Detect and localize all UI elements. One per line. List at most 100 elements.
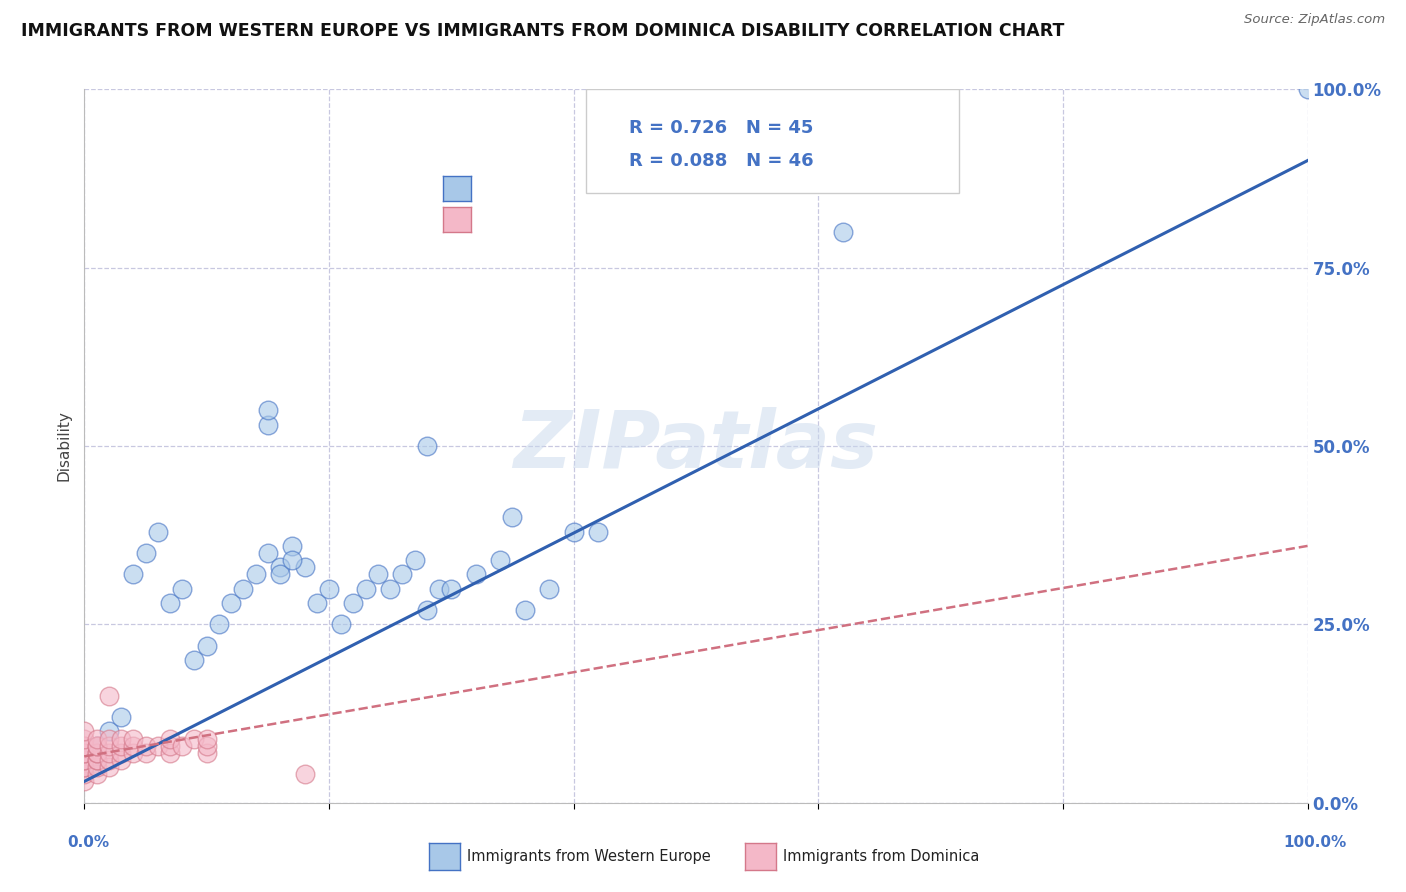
- Point: [208, 617, 231, 632]
- Point: [159, 731, 181, 746]
- Point: [86, 739, 108, 753]
- Point: [172, 739, 194, 753]
- Point: [269, 567, 291, 582]
- Point: [97, 739, 120, 753]
- Point: [380, 582, 402, 596]
- Point: [195, 731, 218, 746]
- Point: [159, 596, 181, 610]
- Point: [73, 731, 96, 746]
- Point: [110, 710, 132, 724]
- Point: [73, 760, 96, 774]
- Point: [219, 596, 242, 610]
- Point: [367, 567, 389, 582]
- Point: [73, 753, 96, 767]
- Point: [232, 582, 254, 596]
- Point: [294, 767, 316, 781]
- Point: [416, 439, 439, 453]
- Point: [562, 524, 585, 539]
- Text: 100.0%: 100.0%: [1284, 836, 1346, 850]
- Point: [122, 746, 145, 760]
- Point: [281, 553, 304, 567]
- Text: Source: ZipAtlas.com: Source: ZipAtlas.com: [1244, 13, 1385, 27]
- Point: [110, 739, 132, 753]
- Point: [86, 731, 108, 746]
- Point: [73, 739, 96, 753]
- Point: [146, 739, 169, 753]
- Point: [135, 546, 157, 560]
- Point: [257, 546, 280, 560]
- Text: R = 0.088   N = 46: R = 0.088 N = 46: [628, 152, 813, 169]
- Point: [831, 225, 853, 239]
- Point: [86, 767, 108, 781]
- Point: [73, 774, 96, 789]
- Point: [97, 760, 120, 774]
- Point: [416, 603, 439, 617]
- Point: [183, 731, 205, 746]
- Text: Immigrants from Dominica: Immigrants from Dominica: [783, 849, 980, 863]
- Point: [97, 746, 120, 760]
- Point: [97, 689, 120, 703]
- Point: [73, 753, 96, 767]
- Point: [330, 617, 353, 632]
- Point: [305, 596, 328, 610]
- Point: [269, 560, 291, 574]
- Point: [110, 731, 132, 746]
- Point: [172, 582, 194, 596]
- Point: [146, 524, 169, 539]
- Point: [183, 653, 205, 667]
- Point: [110, 753, 132, 767]
- Point: [1296, 82, 1319, 96]
- Point: [318, 582, 340, 596]
- Point: [281, 539, 304, 553]
- Point: [538, 582, 561, 596]
- Point: [86, 739, 108, 753]
- Point: [86, 746, 108, 760]
- Point: [86, 746, 108, 760]
- Point: [294, 560, 316, 574]
- Point: [404, 553, 426, 567]
- Point: [135, 746, 157, 760]
- Point: [513, 603, 536, 617]
- Text: R = 0.726   N = 45: R = 0.726 N = 45: [628, 120, 813, 137]
- Point: [73, 746, 96, 760]
- Point: [122, 567, 145, 582]
- Point: [86, 753, 108, 767]
- Point: [86, 753, 108, 767]
- Point: [354, 582, 377, 596]
- FancyBboxPatch shape: [586, 89, 959, 193]
- Point: [195, 746, 218, 760]
- Point: [427, 582, 450, 596]
- Text: IMMIGRANTS FROM WESTERN EUROPE VS IMMIGRANTS FROM DOMINICA DISABILITY CORRELATIO: IMMIGRANTS FROM WESTERN EUROPE VS IMMIGR…: [21, 22, 1064, 40]
- Text: ZIPatlas: ZIPatlas: [513, 407, 879, 485]
- Text: Immigrants from Western Europe: Immigrants from Western Europe: [467, 849, 710, 863]
- Point: [97, 724, 120, 739]
- Point: [342, 596, 364, 610]
- Point: [122, 739, 145, 753]
- Point: [86, 739, 108, 753]
- Point: [86, 760, 108, 774]
- Point: [391, 567, 413, 582]
- Point: [79, 760, 101, 774]
- Point: [586, 524, 609, 539]
- Point: [122, 731, 145, 746]
- Point: [257, 417, 280, 432]
- Point: [502, 510, 524, 524]
- Point: [245, 567, 267, 582]
- Point: [489, 553, 512, 567]
- Point: [195, 639, 218, 653]
- Point: [73, 746, 96, 760]
- Text: 0.0%: 0.0%: [67, 836, 110, 850]
- Point: [73, 724, 96, 739]
- Y-axis label: Disability: Disability: [56, 410, 72, 482]
- Point: [464, 567, 486, 582]
- Point: [73, 760, 96, 774]
- Point: [159, 739, 181, 753]
- Point: [195, 739, 218, 753]
- Point: [73, 767, 96, 781]
- Point: [257, 403, 280, 417]
- Point: [135, 739, 157, 753]
- Point: [110, 746, 132, 760]
- Point: [159, 746, 181, 760]
- Point: [97, 753, 120, 767]
- Point: [97, 731, 120, 746]
